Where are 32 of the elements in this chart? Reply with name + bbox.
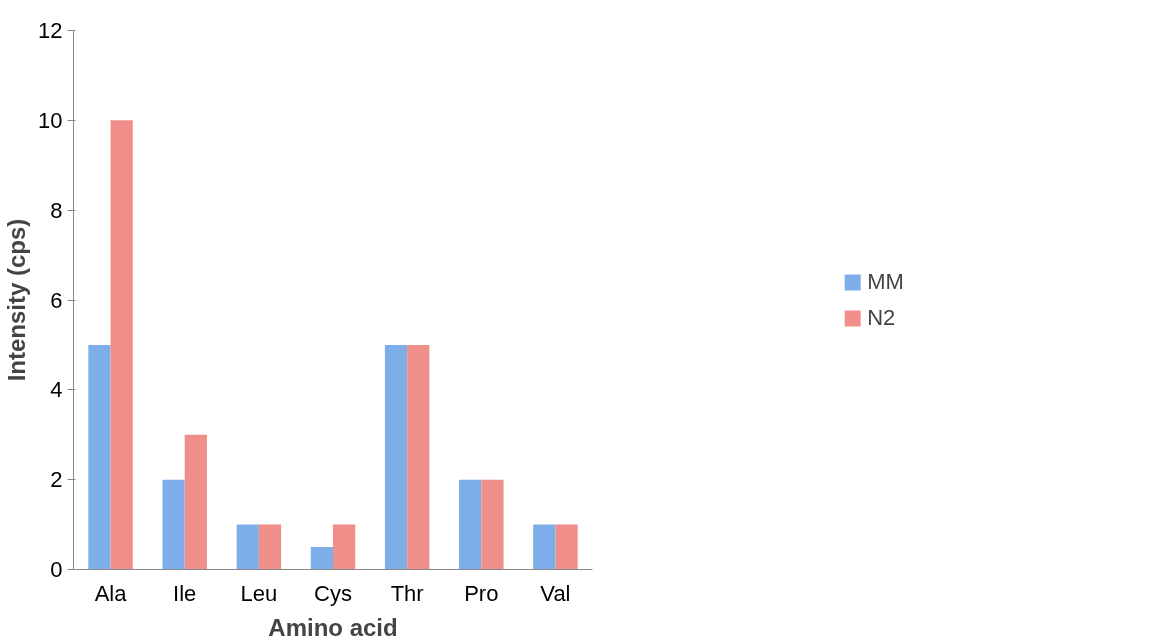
x-tick-label: Ala xyxy=(94,580,128,606)
bar xyxy=(310,547,333,570)
y-tick-label: 4 xyxy=(50,377,63,403)
x-tick-label: Cys xyxy=(314,580,352,606)
bar xyxy=(258,524,282,570)
bar xyxy=(184,434,207,570)
y-tick-label: 6 xyxy=(50,287,63,313)
x-tick-label: Ile xyxy=(173,580,197,606)
bar xyxy=(384,344,408,570)
legend-label: N2 xyxy=(867,304,896,331)
bar xyxy=(162,479,185,570)
bar xyxy=(333,524,356,570)
bar xyxy=(459,479,482,570)
bar xyxy=(236,524,259,570)
bar xyxy=(88,344,111,570)
x-tick-label: Val xyxy=(540,580,571,606)
bar xyxy=(110,120,133,570)
y-tick-label: 2 xyxy=(50,467,63,493)
y-tick-label: 10 xyxy=(38,107,63,133)
x-tick-label: Pro xyxy=(464,580,499,606)
y-tick-label: 8 xyxy=(50,197,63,223)
bar xyxy=(407,344,430,570)
x-tick-label: Thr xyxy=(390,580,424,606)
y-tick-label: 0 xyxy=(50,557,63,582)
bar xyxy=(555,524,578,570)
bar xyxy=(533,524,556,570)
legend-label: MM xyxy=(867,268,904,295)
y-tick-label: 12 xyxy=(38,18,63,43)
x-tick-label: Leu xyxy=(240,580,278,606)
y-axis-title: Intensity (cps) xyxy=(3,218,31,382)
x-axis-title: Amino acid xyxy=(268,613,398,641)
bar xyxy=(481,479,504,570)
